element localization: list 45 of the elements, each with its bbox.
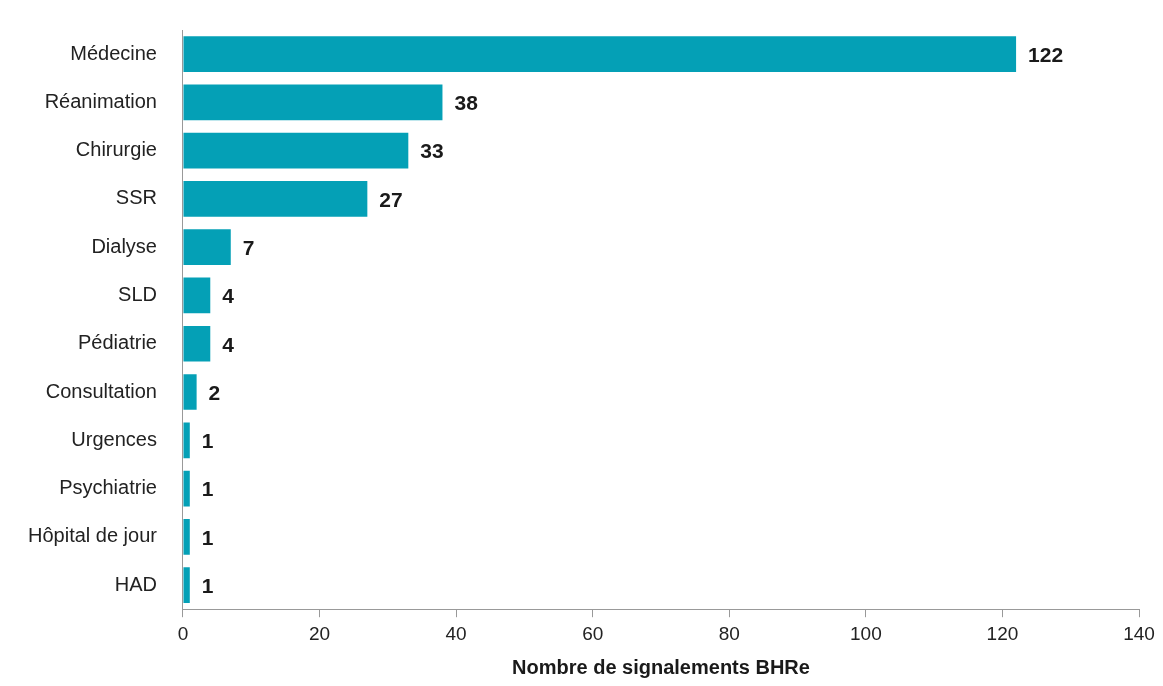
bar bbox=[183, 84, 443, 121]
x-tick-label: 120 bbox=[986, 622, 1019, 644]
y-tick-label: Pédiatrie bbox=[78, 331, 157, 354]
bar bbox=[183, 36, 1017, 72]
y-tick-label: Réanimation bbox=[44, 89, 157, 112]
data-label: 4 bbox=[222, 332, 235, 356]
y-tick-label: Chirurgie bbox=[75, 138, 157, 161]
data-label: 1 bbox=[201, 429, 214, 453]
x-tick-label: 80 bbox=[718, 622, 740, 644]
bar bbox=[183, 567, 190, 603]
x-axis-title: Nombre de signalements BHRe bbox=[512, 655, 810, 678]
data-label: 122 bbox=[1028, 42, 1064, 66]
data-label: 38 bbox=[454, 91, 479, 115]
data-label: 4 bbox=[222, 284, 235, 308]
data-label: 1 bbox=[201, 525, 214, 549]
y-tick-label: SLD bbox=[118, 282, 157, 305]
y-tick-label: Urgences bbox=[71, 427, 157, 450]
y-tick-label: Psychiatrie bbox=[59, 476, 157, 499]
data-label: 2 bbox=[208, 380, 221, 404]
bar bbox=[183, 277, 211, 314]
x-tick-label: 40 bbox=[445, 622, 467, 644]
y-tick-label: Médecine bbox=[70, 41, 157, 64]
bar bbox=[183, 132, 409, 169]
data-label: 1 bbox=[201, 573, 214, 597]
data-label: 33 bbox=[420, 139, 444, 163]
bar bbox=[183, 470, 190, 507]
bar bbox=[183, 229, 231, 266]
data-label: 7 bbox=[242, 236, 255, 259]
bar bbox=[183, 374, 197, 410]
y-tick-label: Dialyse bbox=[91, 234, 157, 257]
y-tick-label: Hôpital de jour bbox=[28, 524, 158, 547]
y-tick-label: Consultation bbox=[45, 379, 157, 402]
y-tick-label: SSR bbox=[115, 186, 157, 209]
bar bbox=[183, 325, 211, 362]
bar bbox=[183, 422, 190, 459]
x-tick-label: 0 bbox=[177, 622, 189, 644]
x-tick-label: 100 bbox=[850, 622, 882, 644]
y-tick-label: HAD bbox=[114, 572, 157, 595]
data-label: 1 bbox=[201, 477, 214, 501]
data-label: 27 bbox=[379, 187, 403, 211]
x-tick-label: 20 bbox=[308, 622, 331, 644]
bar bbox=[183, 518, 190, 555]
x-tick-label: 60 bbox=[582, 622, 604, 644]
x-tick-label: 140 bbox=[1123, 622, 1155, 644]
bar bbox=[183, 181, 368, 217]
